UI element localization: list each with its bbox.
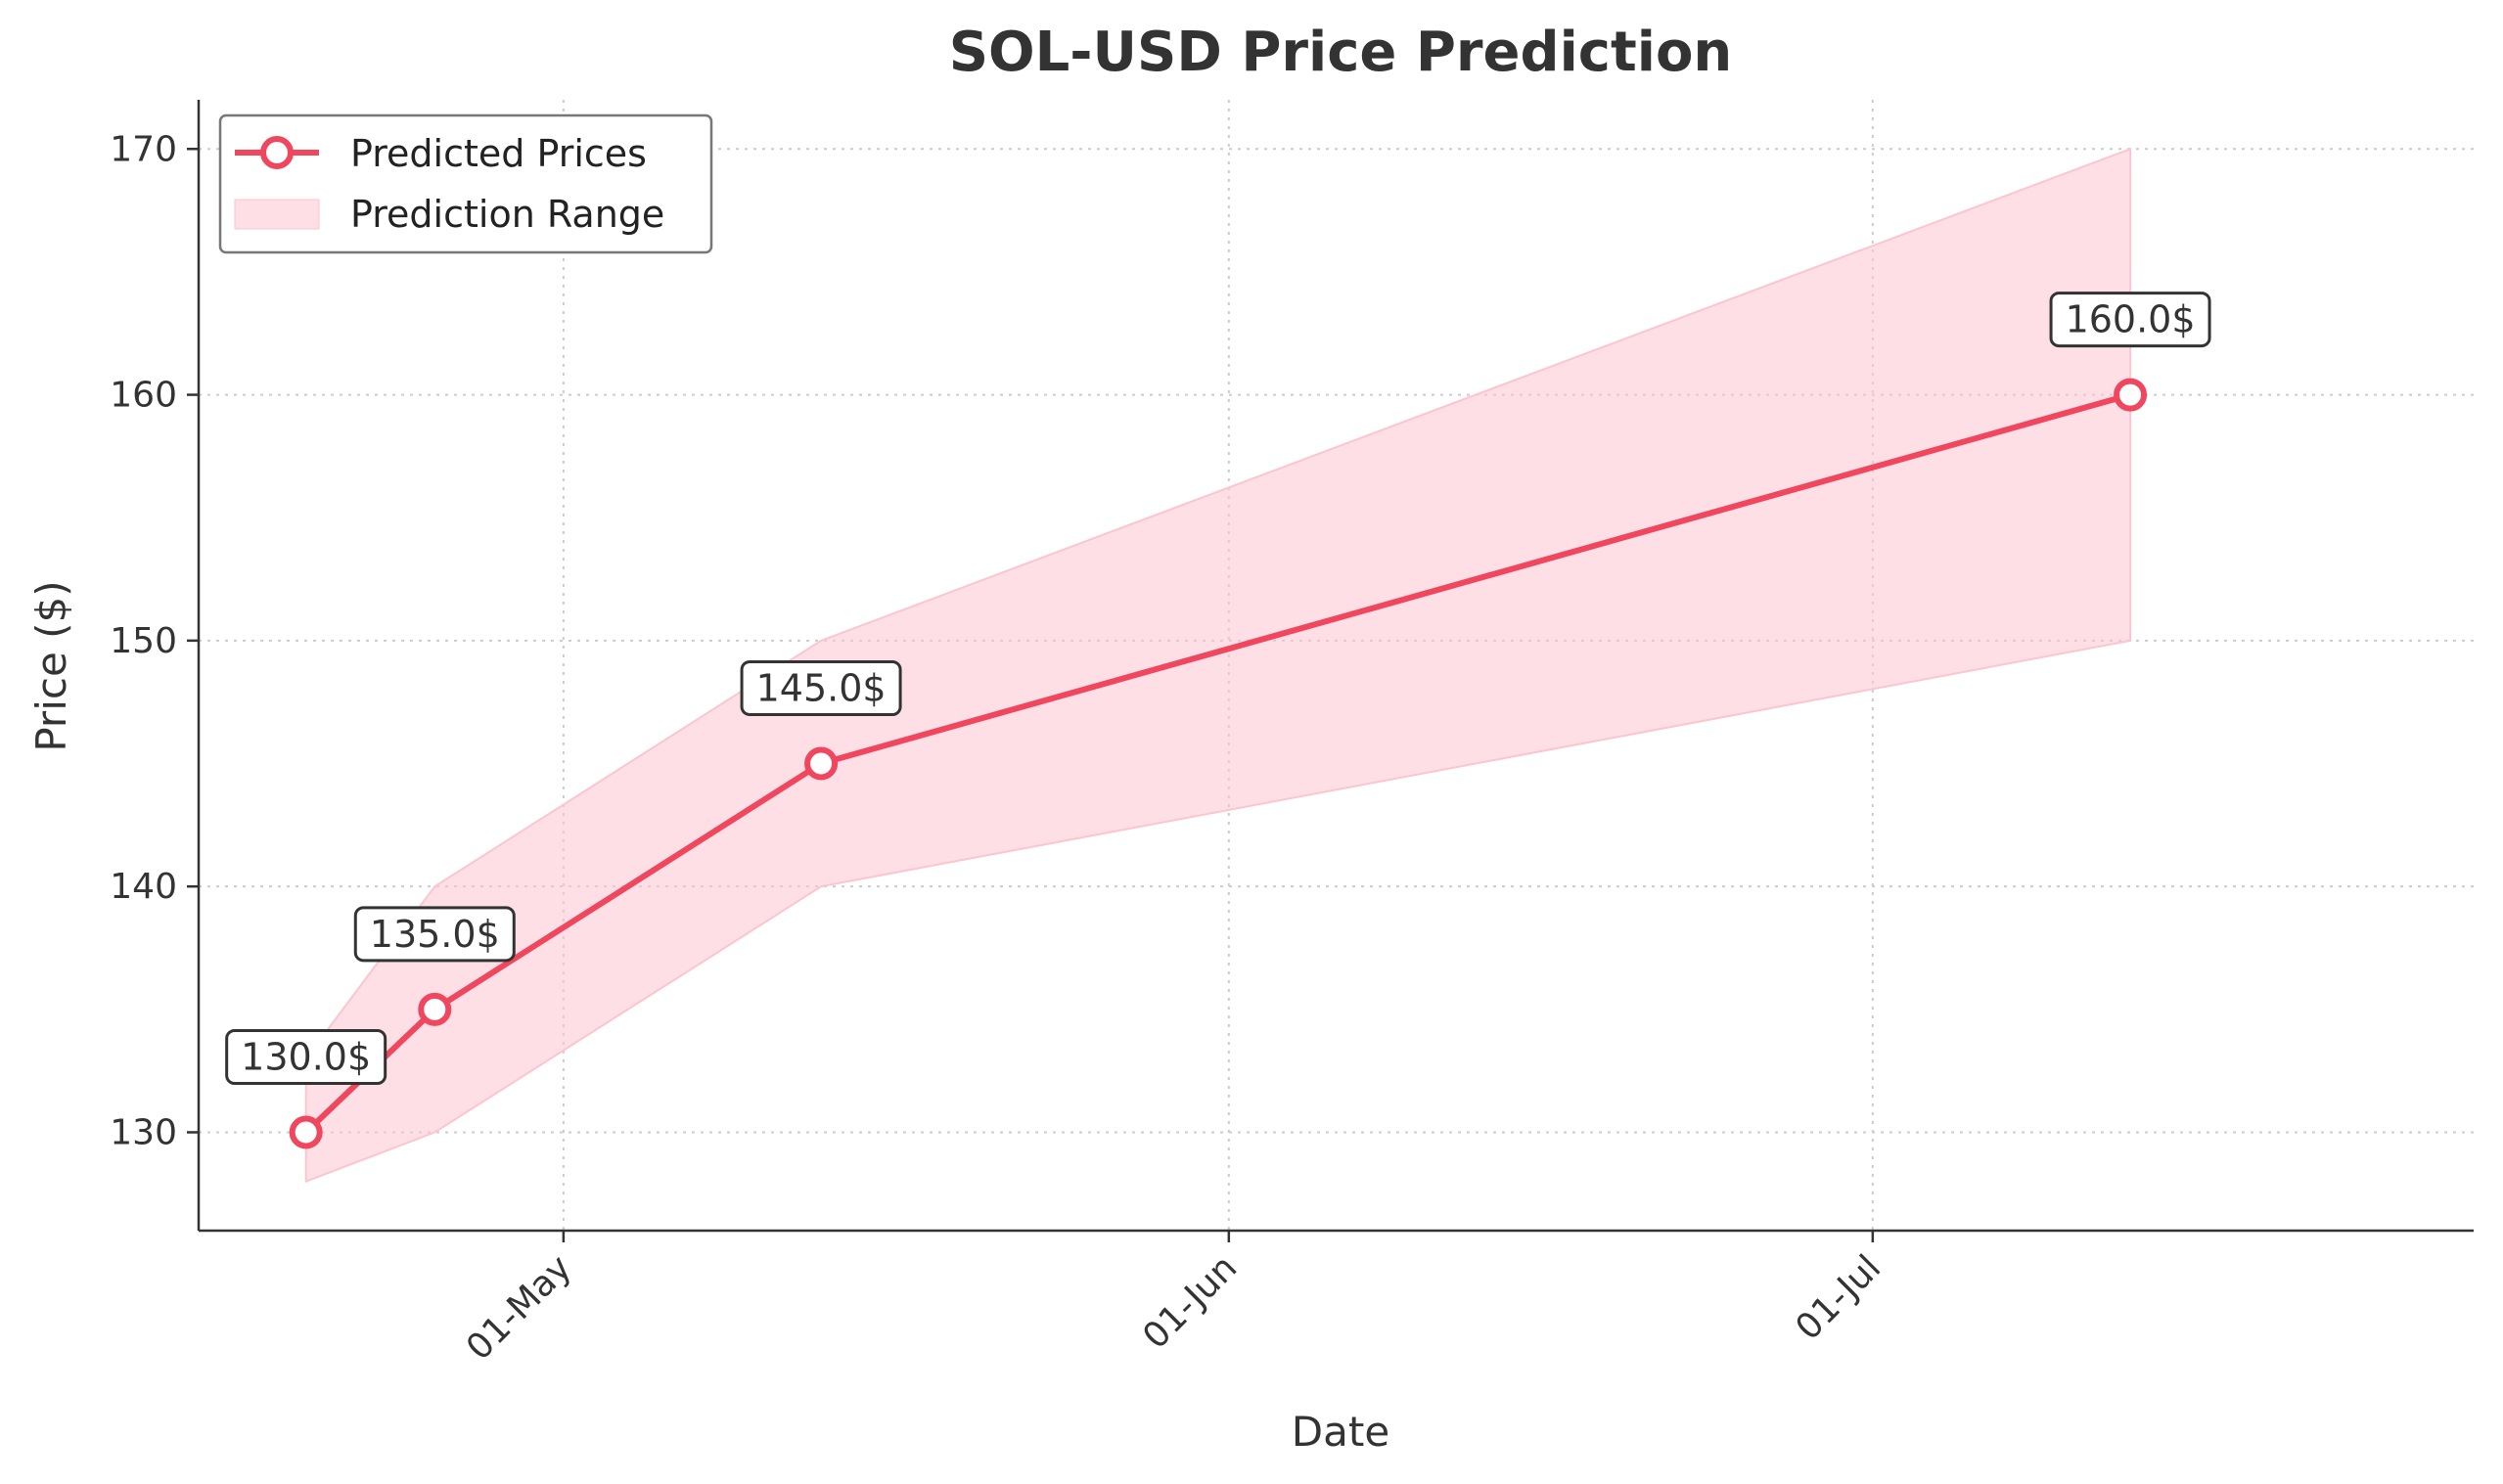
x-tick-label: 01-Jul — [1789, 1247, 1889, 1348]
data-point — [289, 1115, 323, 1149]
y-tick-label: 130 — [110, 1112, 177, 1152]
data-label: 135.0$ — [370, 913, 500, 956]
x-tick-label: 01-May — [459, 1247, 579, 1368]
y-tick-label: 140 — [110, 867, 177, 907]
x-axis-label: Date — [1292, 1408, 1389, 1456]
chart-title: SOL-USD Price Prediction — [949, 21, 1733, 84]
data-point — [418, 992, 452, 1026]
prediction-range-area — [304, 147, 2132, 1184]
y-tick-label: 160 — [110, 376, 177, 416]
legend-box — [218, 113, 713, 254]
data-label: 145.0$ — [756, 667, 887, 710]
data-label-box — [2049, 292, 2211, 348]
data-label-box — [740, 660, 902, 717]
data-points — [289, 378, 2148, 1149]
data-point — [804, 746, 839, 781]
data-labels: 130.0$ 135.0$ 145.0$ 160.0$ — [225, 292, 2211, 1085]
legend: Predicted Prices Prediction Range — [218, 113, 713, 254]
data-label-box — [225, 1028, 387, 1085]
legend-label-range: Prediction Range — [350, 193, 664, 236]
legend-marker-swatch — [260, 136, 294, 169]
legend-range-swatch — [234, 199, 320, 230]
data-label: 130.0$ — [241, 1035, 371, 1078]
y-tick-label: 150 — [110, 621, 177, 661]
x-tick-label: 01-Jun — [1135, 1247, 1245, 1357]
data-label: 160.0$ — [2066, 298, 2196, 341]
data-point — [2114, 378, 2148, 412]
y-tick-label: 170 — [110, 129, 177, 169]
axes — [197, 100, 2474, 1233]
data-label-box — [353, 906, 516, 963]
y-axis-label: Price ($) — [27, 580, 75, 751]
legend-label-predicted: Predicted Prices — [350, 132, 647, 175]
